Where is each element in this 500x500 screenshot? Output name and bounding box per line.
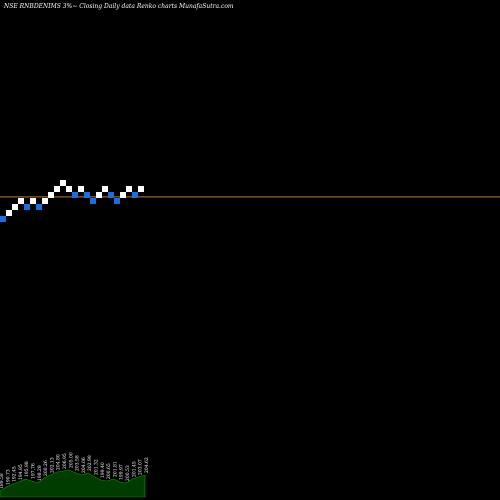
renko-brick-up: [6, 210, 12, 216]
volume-label: 198.29: [37, 465, 43, 481]
volume-label: 200.65: [106, 463, 112, 479]
volume-label: 203.07: [138, 459, 144, 475]
volume-area-shape: [0, 469, 146, 498]
volume-label: 194.95: [18, 464, 24, 480]
renko-brick-down: [72, 192, 78, 198]
chart-title: NSE RNBDENIMS 3%~ Closing Daily data Ren…: [3, 3, 234, 10]
renko-brick-down: [114, 198, 120, 204]
renko-brick-down: [36, 204, 42, 210]
renko-brick-down: [0, 216, 6, 222]
renko-brick-up: [96, 192, 102, 198]
renko-brick-up: [18, 198, 24, 204]
renko-brick-up: [12, 204, 18, 210]
volume-label: 204.06: [81, 457, 87, 473]
renko-brick-down: [108, 192, 114, 198]
renko-brick-up: [126, 186, 132, 192]
renko-brick-up: [42, 198, 48, 204]
volume-label: 202.13: [49, 457, 55, 473]
volume-label: 201.45: [131, 461, 137, 477]
volume-label: 205.00: [68, 452, 74, 468]
renko-brick-up: [54, 186, 60, 192]
renko-brick-up: [138, 186, 144, 192]
renko-bricks: [0, 180, 144, 222]
volume-label: 195.98: [24, 461, 30, 477]
renko-brick-up: [60, 180, 66, 186]
renko-brick-up: [30, 198, 36, 204]
renko-brick-up: [78, 186, 84, 192]
volume-label: 192.45: [12, 466, 18, 482]
volume-label: 202.99: [87, 455, 93, 471]
volume-label: 200.26: [43, 460, 49, 476]
renko-brick-up: [66, 186, 72, 192]
volume-label: 197.76: [31, 463, 37, 479]
volume-label: 199.40: [100, 462, 106, 478]
renko-brick-down: [24, 204, 30, 210]
volume-label: 204.80: [56, 454, 62, 470]
volume-label: 200.53: [125, 465, 131, 481]
volume-label: 201.32: [94, 459, 100, 475]
volume-label: 203.58: [75, 455, 81, 471]
volume-label: 199.97: [119, 464, 125, 480]
renko-brick-up: [102, 186, 108, 192]
renko-brick-down: [84, 192, 90, 198]
renko-brick-down: [132, 192, 138, 198]
volume-label: 201.81: [112, 461, 118, 477]
volume-label: 190.73: [5, 469, 11, 485]
volume-labels: 189.58 190.73 192.45 194.95 195.98 197.76 198.…: [0, 452, 150, 489]
volume-label: 206.95: [62, 453, 68, 469]
volume-area: [0, 469, 146, 498]
volume-label: 204.62: [144, 457, 150, 473]
renko-brick-up: [120, 192, 126, 198]
volume-label: 189.58: [0, 473, 5, 489]
renko-brick-up: [48, 192, 54, 198]
renko-brick-down: [90, 198, 96, 204]
